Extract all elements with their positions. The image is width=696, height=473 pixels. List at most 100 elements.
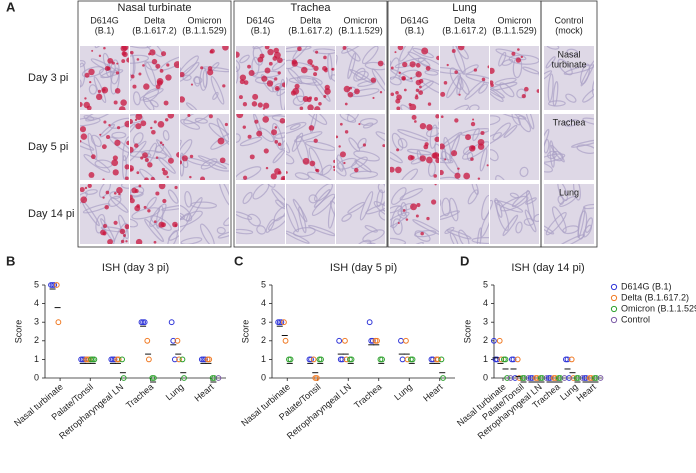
tissue-fiber xyxy=(390,211,410,229)
tissue-fiber xyxy=(407,51,431,67)
tissue-fiber xyxy=(293,131,323,143)
stain xyxy=(515,57,522,63)
stain xyxy=(266,80,274,87)
tissue-fiber xyxy=(251,56,260,77)
data-point xyxy=(398,337,404,344)
stain xyxy=(432,152,439,159)
histology-image xyxy=(544,184,594,244)
legend-label: Control xyxy=(621,314,650,324)
stain xyxy=(342,46,347,50)
tissue-fiber xyxy=(476,227,482,244)
stain xyxy=(336,135,339,139)
tissue xyxy=(390,114,439,180)
stain xyxy=(140,156,144,160)
tissue xyxy=(336,46,385,110)
stain xyxy=(431,199,437,205)
stain xyxy=(465,134,472,141)
stain xyxy=(470,157,474,161)
tissue-fiber xyxy=(341,46,369,54)
tissue-fiber xyxy=(570,139,594,148)
tissue-fiber xyxy=(412,219,439,236)
stain xyxy=(153,220,157,224)
stain xyxy=(435,157,439,164)
tissue-fiber xyxy=(557,184,568,202)
tissue-fiber xyxy=(490,132,503,149)
data-point xyxy=(310,356,317,363)
tissue xyxy=(336,184,385,244)
stain xyxy=(490,80,494,85)
histology-image xyxy=(236,114,285,180)
histology-image xyxy=(544,46,594,110)
stain xyxy=(414,95,419,100)
stain xyxy=(151,58,158,65)
group-title: Lung xyxy=(452,2,476,14)
data-point xyxy=(409,356,416,363)
data-point xyxy=(170,337,177,344)
tissue-fiber xyxy=(566,48,579,56)
tissue-fiber xyxy=(271,122,284,151)
tissue-fiber xyxy=(347,52,357,80)
stain xyxy=(440,91,446,97)
tissue-fiber xyxy=(271,115,285,125)
data-point xyxy=(369,337,376,344)
tissue-fiber xyxy=(88,84,98,95)
data-point xyxy=(597,375,604,381)
stain xyxy=(416,203,421,208)
stain xyxy=(251,101,258,107)
stain xyxy=(414,120,417,123)
stain xyxy=(108,124,111,127)
tissue-fiber xyxy=(286,121,307,135)
stain xyxy=(311,64,315,68)
data-point xyxy=(539,375,546,381)
data-point xyxy=(566,375,572,381)
stain xyxy=(339,122,343,126)
stain xyxy=(333,159,335,164)
column-header: (B.1.617.2) xyxy=(132,25,177,35)
y-axis-label: Score xyxy=(13,320,23,344)
stain xyxy=(440,115,444,119)
data-point xyxy=(521,375,528,381)
tissue-fiber xyxy=(391,132,404,151)
stain xyxy=(451,49,456,53)
stain xyxy=(84,186,88,190)
tissue-fiber xyxy=(458,229,470,244)
stain xyxy=(372,96,375,100)
stain xyxy=(276,87,279,90)
stain xyxy=(236,51,240,58)
stain xyxy=(219,157,226,164)
histology-image xyxy=(390,184,439,244)
tissue-fiber xyxy=(94,159,113,169)
tissue-fiber xyxy=(471,237,489,244)
stain xyxy=(107,57,114,64)
stain xyxy=(181,155,188,162)
stain xyxy=(150,126,153,130)
y-tick-label: 1 xyxy=(34,354,39,364)
tissue-fiber xyxy=(309,114,318,133)
tissue-fiber xyxy=(481,194,489,221)
y-tick-label: 3 xyxy=(483,317,488,327)
stain xyxy=(130,74,135,79)
tissue-fiber xyxy=(100,69,124,79)
stain xyxy=(262,107,266,110)
stain xyxy=(454,118,459,123)
chart-title: ISH (day 14 pi) xyxy=(511,262,584,274)
tissue-fiber xyxy=(359,118,378,126)
tissue-fiber xyxy=(525,197,537,205)
stain xyxy=(299,106,304,110)
tissue-fiber xyxy=(258,127,275,143)
stain xyxy=(118,193,121,196)
tissue-fiber xyxy=(390,187,407,205)
stain xyxy=(138,184,142,188)
stain xyxy=(88,172,95,178)
tissue-fiber xyxy=(490,115,501,126)
tissue-fiber xyxy=(109,117,129,129)
tissue xyxy=(490,184,539,244)
stain xyxy=(420,231,424,236)
tissue-fiber xyxy=(87,132,98,160)
tissue-fiber xyxy=(490,88,504,103)
y-tick-label: 5 xyxy=(261,279,266,289)
legend-marker xyxy=(610,305,618,313)
stain xyxy=(150,176,155,180)
data-point xyxy=(202,356,208,363)
data-point xyxy=(491,337,497,344)
